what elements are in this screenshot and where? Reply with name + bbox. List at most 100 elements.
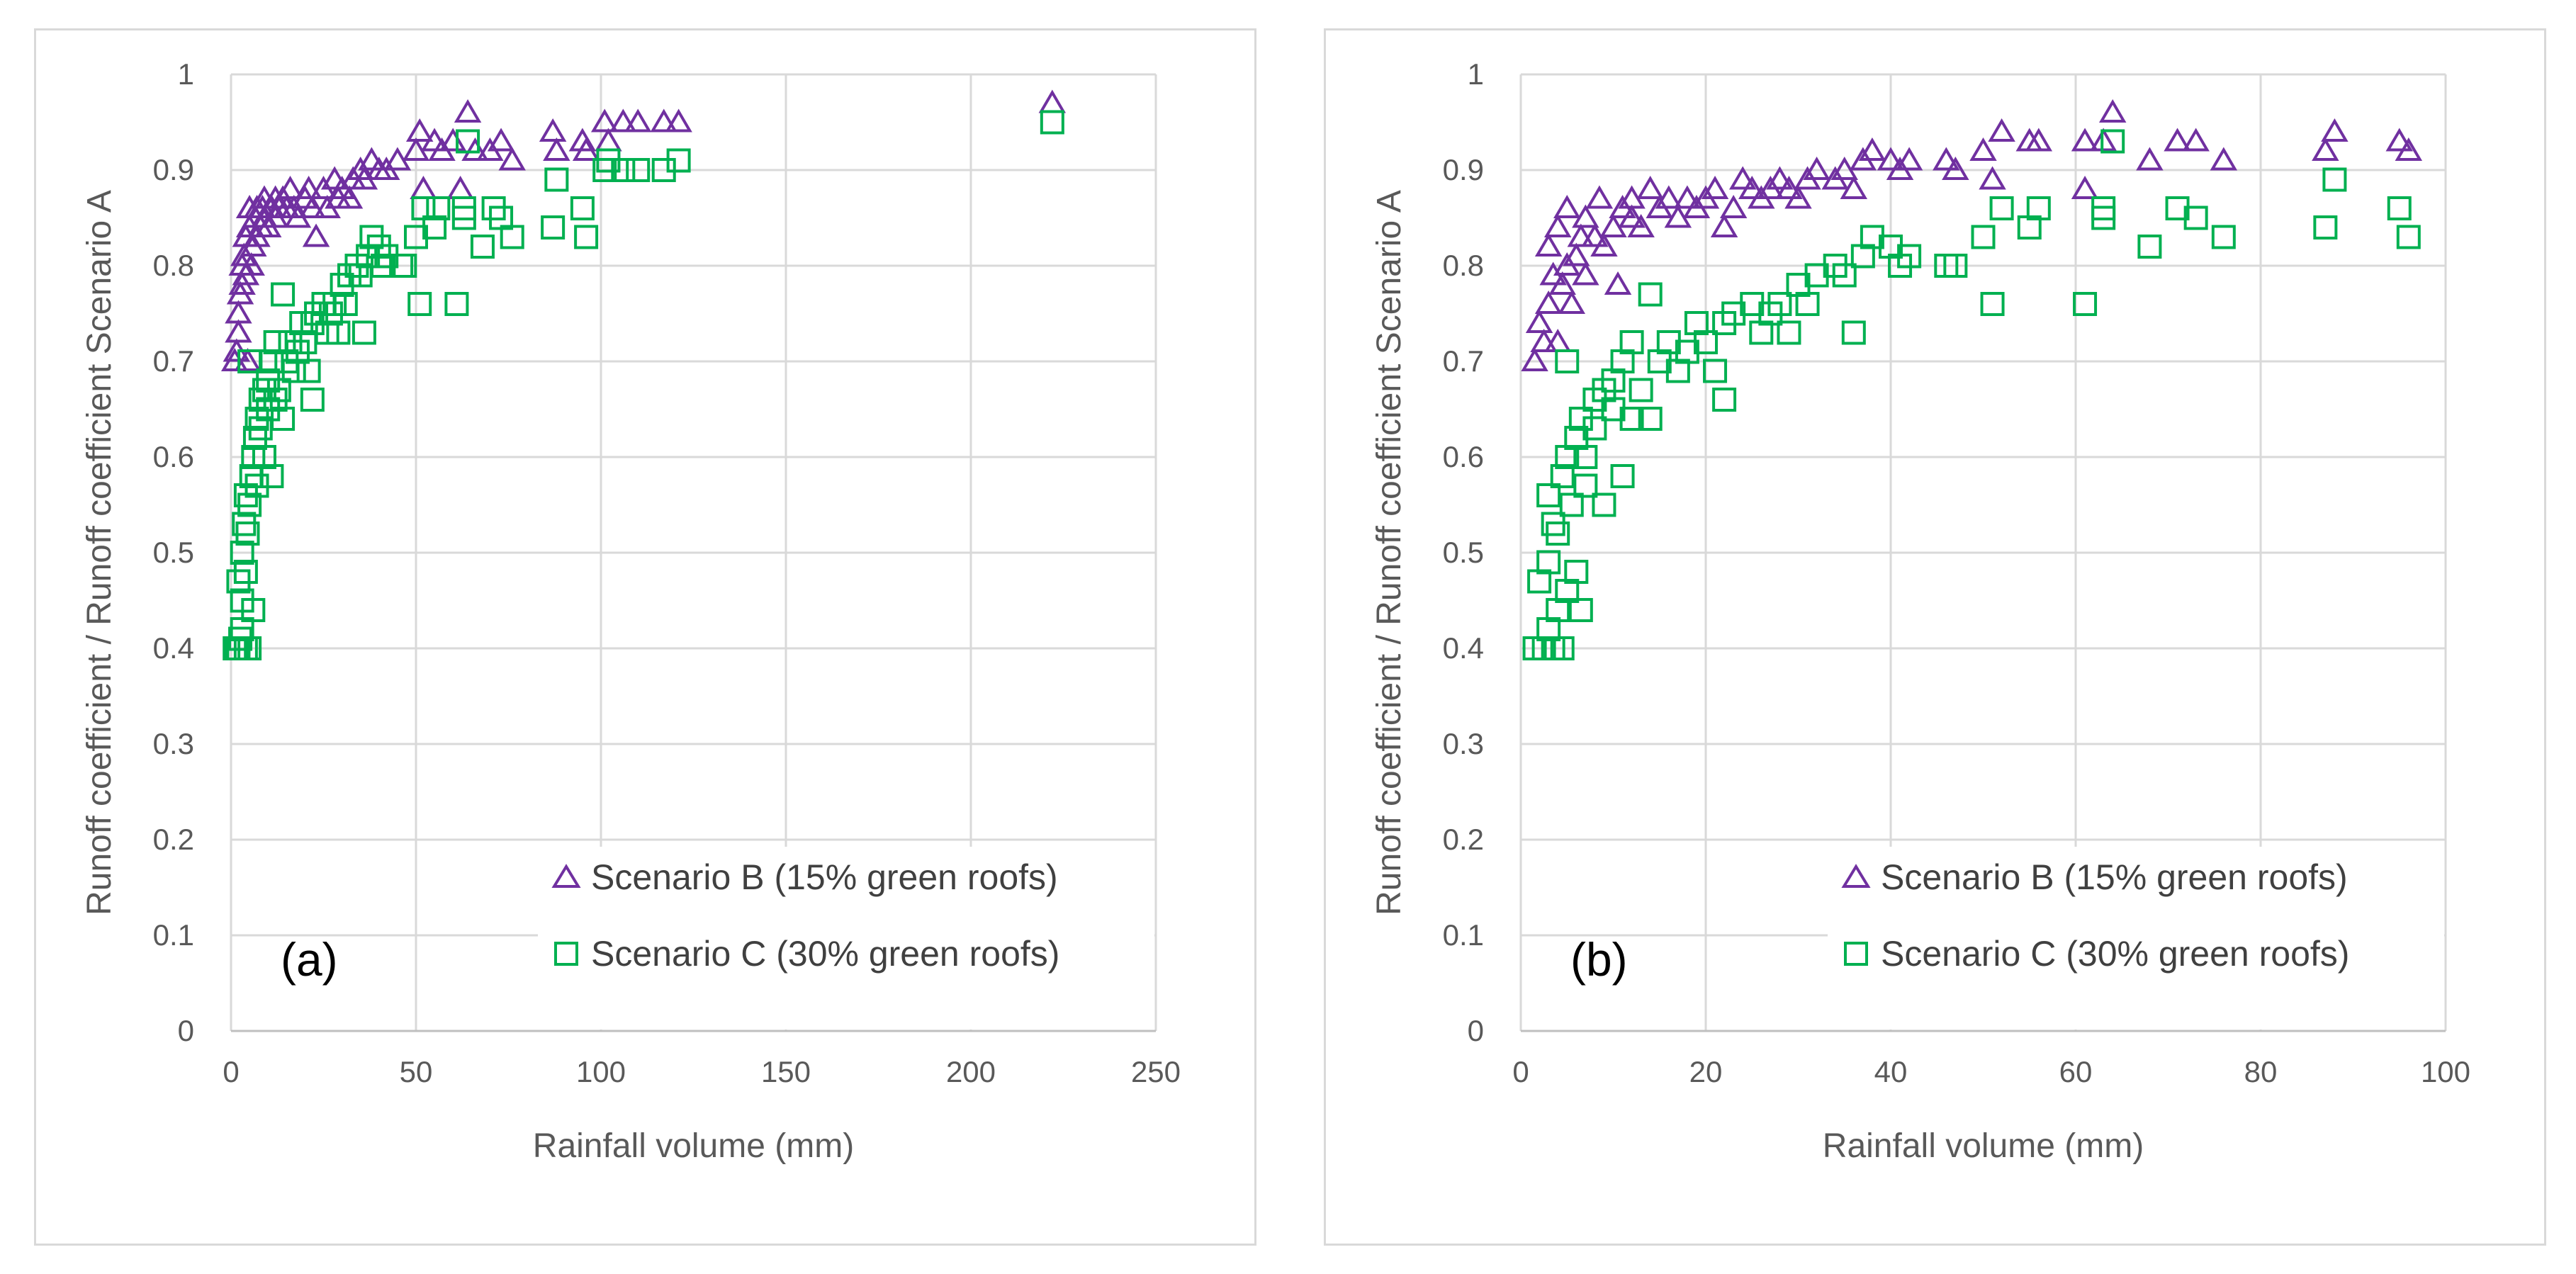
scenario-c-point [237,492,262,517]
y-tick-label: 0.6 [153,440,194,473]
scenario-c-point [2211,225,2236,249]
y-tick-label: 0.3 [153,727,194,760]
x-tick-label: 250 [1131,1055,1181,1088]
x-tick-label: 100 [576,1055,626,1088]
scenario-c-point [2387,196,2412,220]
scenario-b-point [543,137,570,161]
scenario-b-point [1673,185,1702,209]
scenario-c-point [1619,407,1644,431]
scenario-b-point [335,185,364,209]
x-tick-label: 50 [400,1055,433,1088]
scenario-b-point [1738,176,1766,199]
scatter-chart-a: 0 50 100 150 200 250 0 0.1 0.2 0.3 0.4 0.5 0.6 0.7 0.8… [81,57,1181,1165]
scenario-b-point [1969,137,1997,161]
scenario-b-point [1553,195,1581,218]
scenario-c-point [1555,349,1580,373]
y-tick-label: 0.5 [1443,536,1484,569]
y-tick-label: 0.3 [1443,727,1484,760]
scenario-b-point [1599,214,1627,237]
scenario-b-point [402,137,430,161]
scenario-b-point [1525,310,1553,333]
y-axis-title: Runoff coefficient / Runoff coefficient … [81,190,118,915]
panel-label: (a) [281,933,338,986]
scenario-b-point [665,108,692,133]
scenario-c-point [1897,244,1922,269]
scenario-c-point [1980,292,2005,316]
scenario-b-point [2312,137,2339,161]
scenario-c-point [456,129,480,154]
scenario-c-point [1795,292,1820,316]
scenario-c-point [574,225,599,249]
scenario-b-point [358,147,386,171]
scenario-c-point [1573,445,1598,469]
scenario-c-point [326,320,351,345]
scenario-c-point [451,205,476,230]
scenario-c-point [266,378,291,402]
y-tick-label: 0 [178,1014,194,1047]
scenario-c-point [1767,292,1792,316]
legend-square-marker [554,942,578,966]
y-tick-label: 0.7 [1443,344,1484,378]
scenario-c-point [2322,167,2347,192]
scenario-c-point [1536,550,1561,575]
chart-panel-a: 0 50 100 150 200 250 0 0.1 0.2 0.3 0.4 0.5 0.6 0.7 0.8… [34,28,1256,1246]
scenario-b-point [650,108,677,133]
scenario-c-point [1550,464,1575,488]
scenario-c-point [422,215,447,239]
scenario-b-point [2385,128,2413,152]
scenario-b-point [2164,128,2191,152]
scenario-c-point [1619,330,1644,354]
legend-label-scenario-c: Scenario C (30% green roofs) [591,934,1059,974]
y-tick-label: 0.6 [1443,440,1484,473]
scenario-c-point [1841,320,1866,345]
scenario-c-point [2137,235,2162,259]
scenario-b-point [1543,214,1572,237]
scenario-b-point [1038,89,1067,113]
y-tick-label: 0.9 [1443,153,1484,186]
scenario-b-point [420,128,449,152]
scenario-c-point [393,254,417,278]
scenario-c-point [2313,215,2338,239]
scenario-b-point [234,348,261,371]
scenario-b-point [1655,185,1683,209]
x-tick-label: 200 [946,1055,996,1088]
scenario-b-point [1627,214,1655,237]
scenario-c-point [233,560,258,584]
legend-background [538,891,1154,1030]
scenario-c-point [300,388,325,412]
scenario-b-point [1877,147,1905,171]
scenario-c-point [281,359,306,383]
legend-label-scenario-c: Scenario C (30% green roofs) [1881,934,2349,974]
scenario-b-point [1618,204,1646,228]
scenario-c-point [2396,225,2421,249]
scenario-b-point [302,223,330,247]
scenario-c-point [1546,522,1570,546]
scenario-c-point [2100,129,2125,154]
scenario-b-point [1567,223,1595,247]
scenario-c-point [1582,416,1607,441]
y-tick-label: 0.2 [1443,823,1484,856]
scenario-c-point [241,598,266,622]
scenario-b-point [2071,176,2099,199]
scenario-b-point [487,128,515,152]
scenario-c-point [2073,292,2098,316]
scenario-c-point [1777,320,1801,345]
scenario-c-point [570,196,595,220]
scenario-b-point [2136,147,2164,171]
x-tick-label: 150 [761,1055,811,1088]
scenario-c-point [626,158,651,182]
scenario-b-point [1581,223,1609,247]
scenario-b-point [1558,291,1586,314]
scenario-c-point [259,464,284,488]
series-scenario-c [223,110,1064,660]
legend-background-top [1828,847,2444,896]
y-tick-label: 0.7 [153,344,194,378]
scenario-b-point [1988,118,2015,142]
scenario-c-point [1564,560,1589,584]
y-tick-label: 0.9 [153,153,194,186]
legend-background-top [538,847,1154,896]
scenario-c-point [2091,205,2116,230]
legend-triangle-marker [551,864,581,888]
scenario-b-point [1979,166,2006,190]
scenario-b-point [568,128,597,152]
